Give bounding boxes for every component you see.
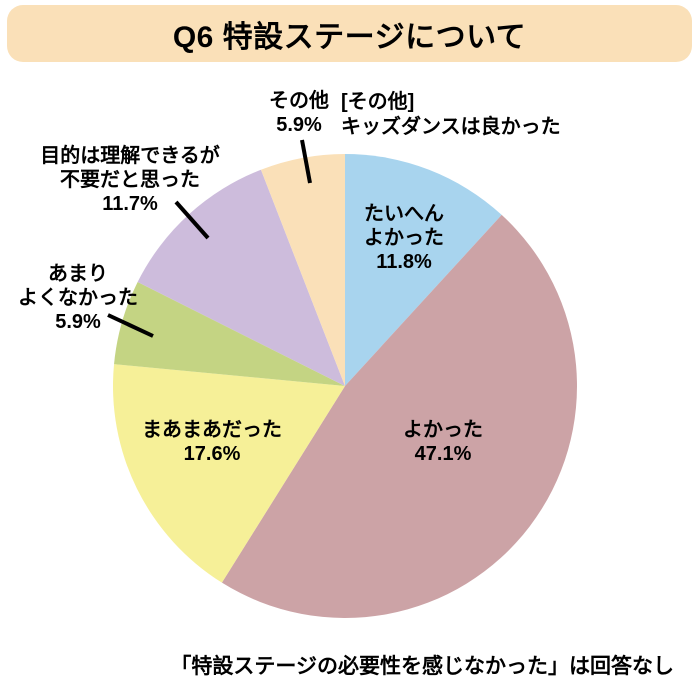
leader-line-6	[300, 139, 312, 184]
pie-slice-1	[345, 154, 502, 386]
chart-title: Q6 特設ステージについて	[172, 20, 527, 54]
leader-line-4	[107, 313, 154, 338]
other-annotation-line2: キッズダンスは良かった	[341, 116, 561, 138]
pie-slice-3	[113, 364, 345, 583]
chart-title-bar: Q6 特設ステージについて	[7, 5, 692, 62]
footnote: 「特設ステージの必要性を感じなかった」は回答なし	[170, 655, 674, 678]
other-annotation-line1: [その他]	[341, 91, 415, 113]
pie-slice-4	[114, 281, 345, 386]
leader-line-5	[174, 200, 210, 240]
pie-slice-2	[221, 214, 577, 618]
pie-slice-5	[137, 169, 345, 386]
pie-slice-6	[260, 154, 345, 386]
other-annotation: [その他] キッズダンスは良かった	[341, 90, 561, 140]
